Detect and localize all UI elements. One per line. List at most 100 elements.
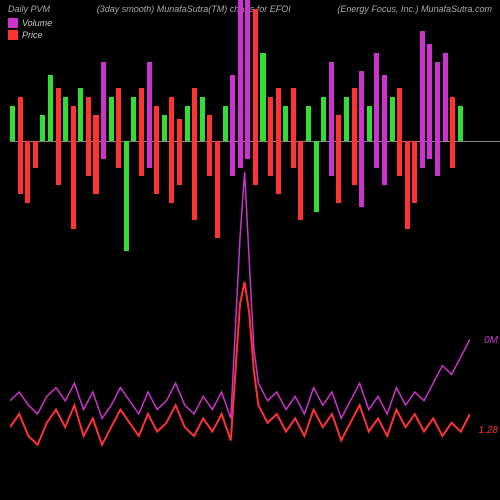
bar-down (238, 141, 243, 167)
bar-up (306, 106, 311, 141)
header-center: (3day smooth) MunafaSutra(TM) charts for… (97, 4, 291, 14)
bar-up (458, 106, 463, 141)
bar-down (435, 141, 440, 176)
bar-down (177, 141, 182, 185)
bar-up (177, 119, 182, 141)
bar-up (382, 75, 387, 141)
bar-down (93, 141, 98, 194)
bar-down (192, 141, 197, 220)
price-line (10, 282, 470, 445)
legend-item-price: Price (8, 30, 52, 40)
bar-down (314, 141, 319, 211)
bar-up (116, 88, 121, 141)
bar-up (154, 106, 159, 141)
bar-up (268, 97, 273, 141)
bar-down (169, 141, 174, 203)
bar-up (162, 115, 167, 141)
bar-up (18, 97, 23, 141)
bar-up (321, 97, 326, 141)
volume-line (10, 172, 470, 418)
bar-down (124, 141, 129, 251)
bar-up (78, 88, 83, 141)
bar-up (71, 106, 76, 141)
bar-down (405, 141, 410, 229)
bar-up (283, 106, 288, 141)
bar-up (276, 88, 281, 141)
bar-up (420, 31, 425, 141)
legend: Volume Price (8, 18, 52, 42)
bar-up (207, 115, 212, 141)
bar-down (336, 141, 341, 203)
bar-up (260, 53, 265, 141)
bar-up (253, 9, 258, 141)
header-left: Daily PVM (8, 4, 50, 14)
bar-up (359, 71, 364, 141)
bar-down (116, 141, 121, 167)
bar-up (139, 88, 144, 141)
bar-up (48, 75, 53, 141)
axis-label: 1.28 (479, 425, 498, 436)
bar-up (101, 62, 106, 141)
bar-down (86, 141, 91, 176)
bar-down (139, 141, 144, 176)
bar-down (359, 141, 364, 207)
bar-up (397, 88, 402, 141)
bar-down (18, 141, 23, 194)
bar-down (276, 141, 281, 194)
bar-down (147, 141, 152, 167)
bar-up (40, 115, 45, 141)
bar-down (56, 141, 61, 185)
legend-label-price: Price (22, 30, 43, 40)
bar-up (336, 115, 341, 141)
bar-down (427, 141, 432, 159)
bar-up (367, 106, 372, 141)
bar-up (93, 115, 98, 141)
bar-up (390, 97, 395, 141)
bar-up (109, 97, 114, 141)
axis-label: 0M (484, 335, 498, 346)
bar-down (268, 141, 273, 176)
bar-up (86, 97, 91, 141)
bar-up (291, 88, 296, 141)
bar-down (215, 141, 220, 238)
legend-item-volume: Volume (8, 18, 52, 28)
bar-down (71, 141, 76, 229)
bar-down (291, 141, 296, 167)
bar-up (185, 106, 190, 141)
bar-down (154, 141, 159, 194)
bar-up (329, 62, 334, 141)
bar-down (25, 141, 30, 203)
bar-down (397, 141, 402, 176)
bar-up (63, 97, 68, 141)
bar-down (101, 141, 106, 159)
bar-up (450, 97, 455, 141)
bar-down (382, 141, 387, 185)
bar-down (450, 141, 455, 167)
bar-up (169, 97, 174, 141)
bar-up (230, 75, 235, 141)
bar-up (443, 53, 448, 141)
chart-area (10, 40, 470, 480)
bar-up (56, 88, 61, 141)
bar-up (200, 97, 205, 141)
bar-up (223, 106, 228, 141)
legend-swatch-price (8, 30, 18, 40)
legend-swatch-volume (8, 18, 18, 28)
header-right: (Energy Focus, Inc.) MunafaSutra.com (337, 4, 492, 14)
bar-up (238, 0, 243, 141)
bar-up (245, 0, 250, 141)
bar-up (374, 53, 379, 141)
bar-down (230, 141, 235, 176)
bar-down (352, 141, 357, 185)
bar-down (33, 141, 38, 167)
bar-up (147, 62, 152, 141)
bar-down (412, 141, 417, 203)
bar-up (192, 88, 197, 141)
bar-down (374, 141, 379, 167)
bar-up (131, 97, 136, 141)
bar-up (427, 44, 432, 141)
bar-down (245, 141, 250, 159)
bar-up (344, 97, 349, 141)
bar-down (329, 141, 334, 176)
legend-label-volume: Volume (22, 18, 52, 28)
